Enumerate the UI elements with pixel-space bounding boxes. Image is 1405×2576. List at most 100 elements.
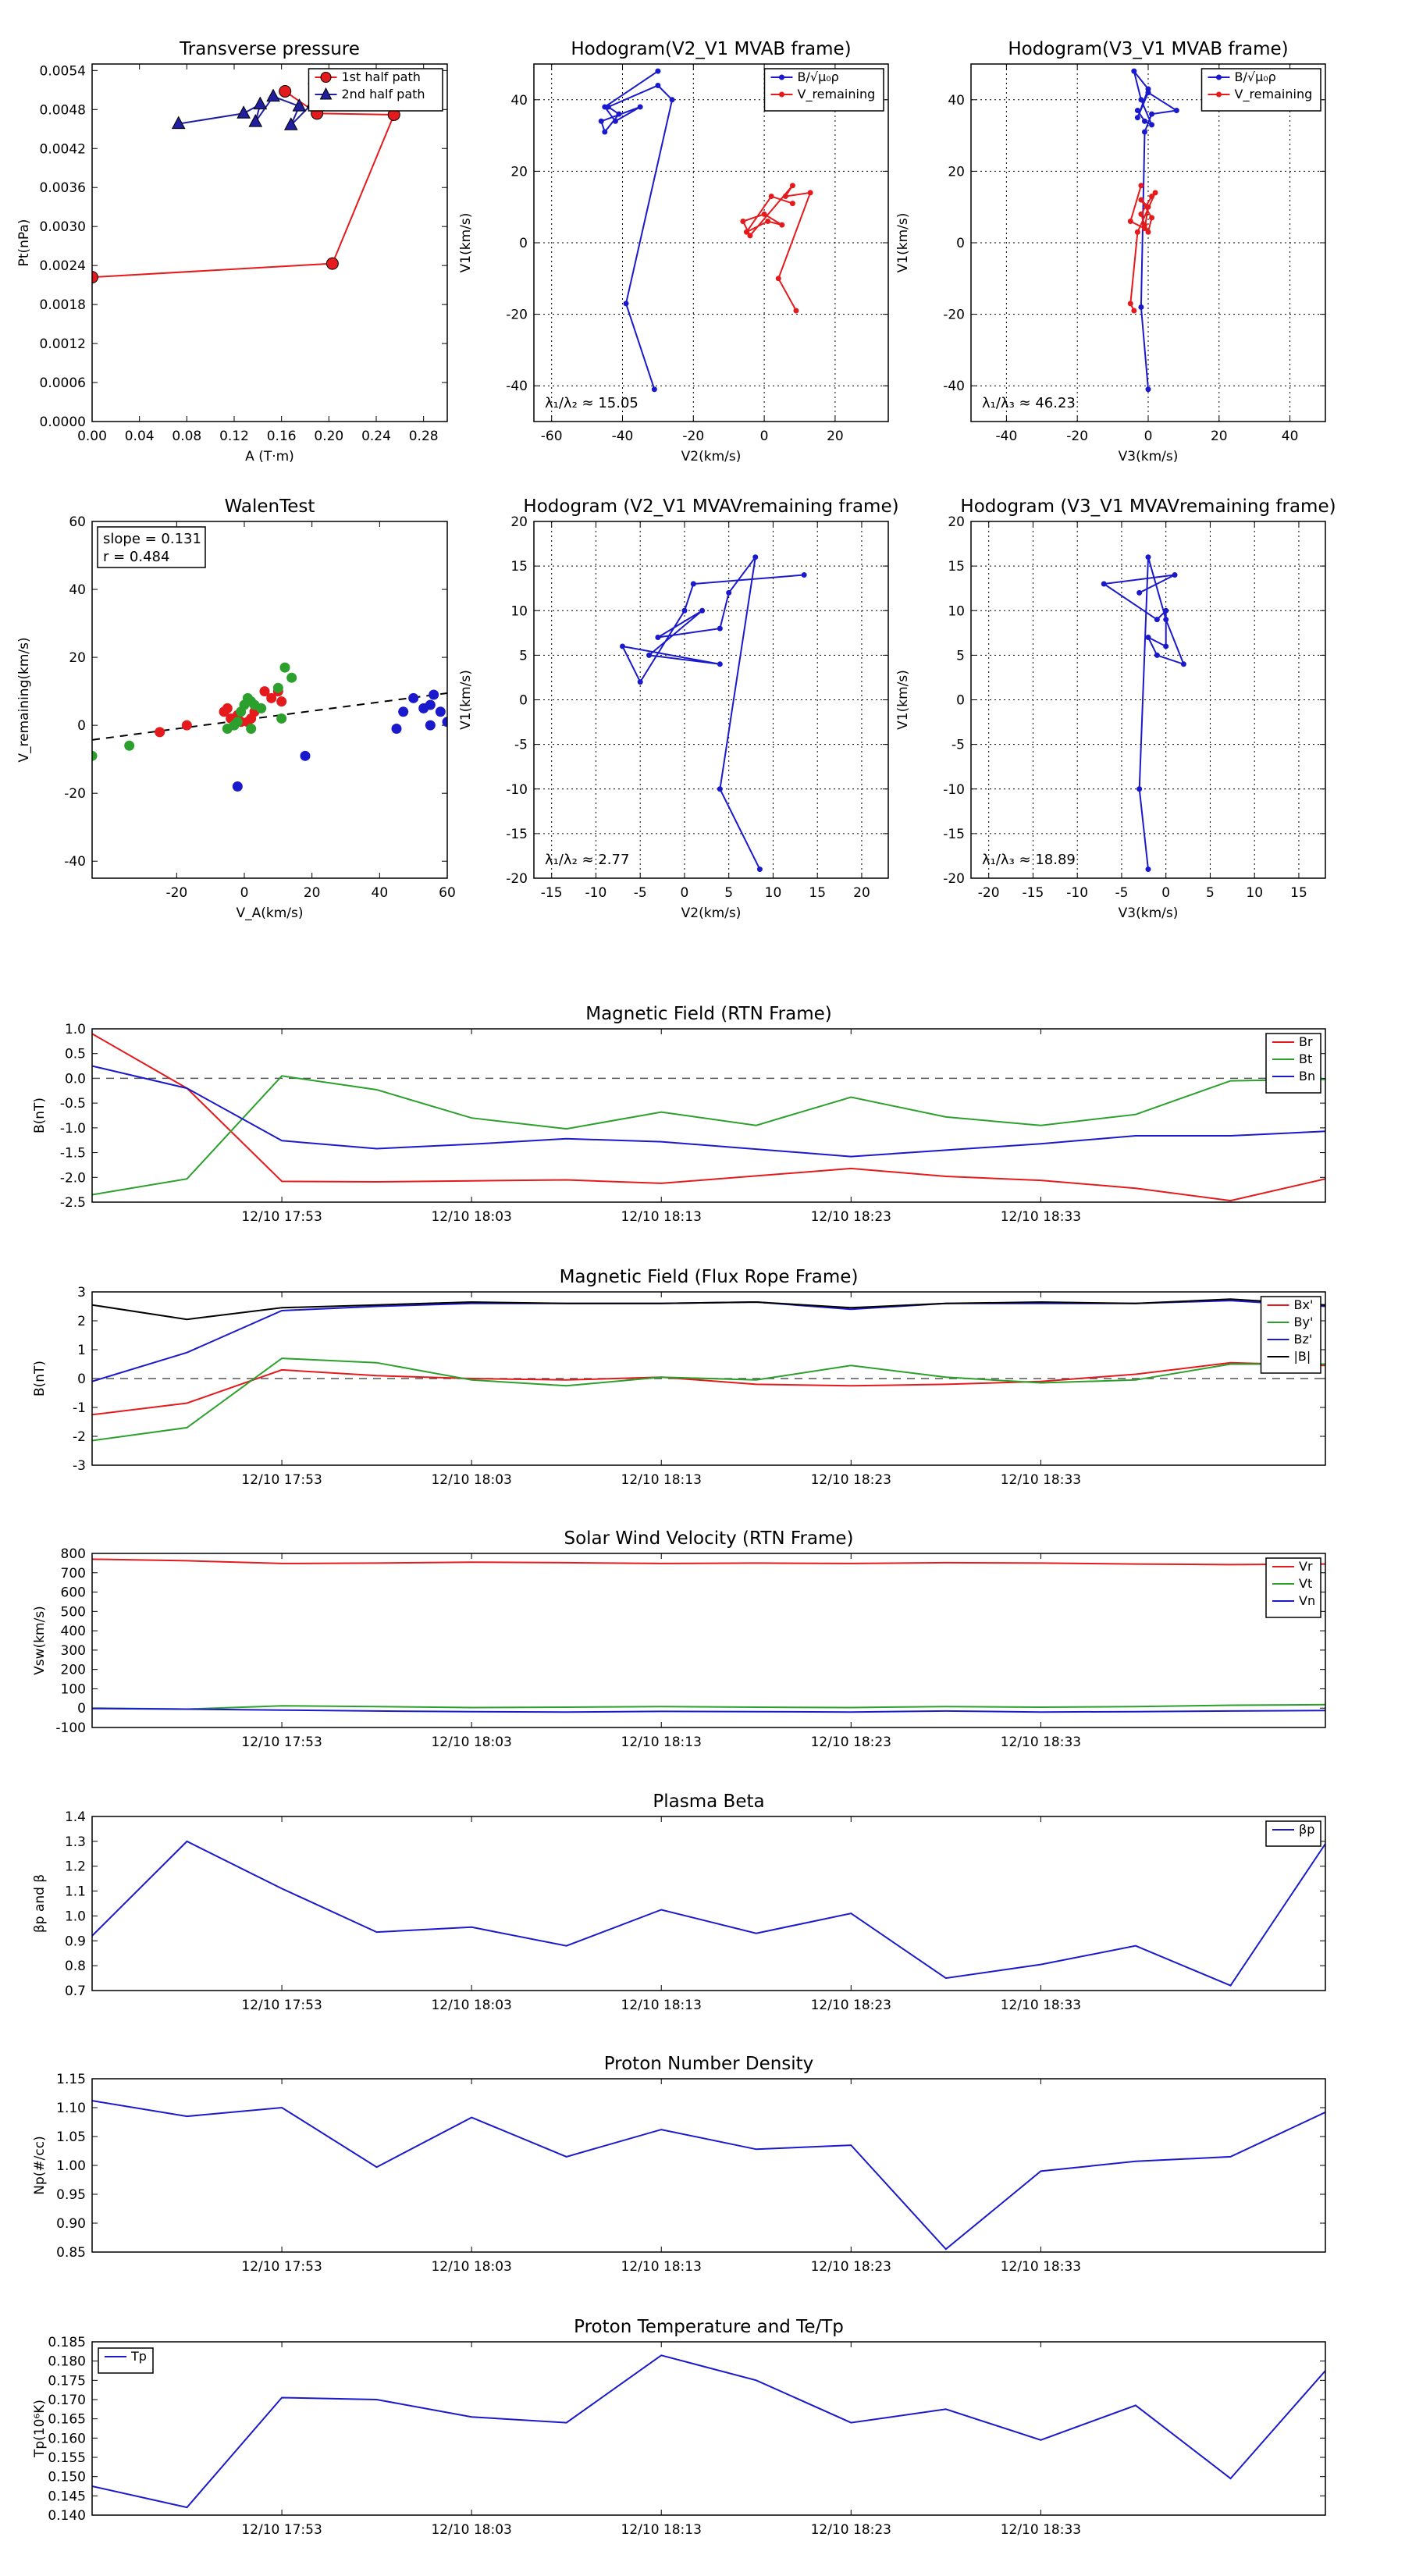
- data-point: [279, 84, 292, 98]
- legend: B/√μ₀ρ V_remaining: [1200, 68, 1321, 112]
- data-point: [429, 689, 439, 700]
- y-tick-label: 0: [956, 236, 965, 251]
- legend-label: B/√μ₀ρ: [798, 69, 839, 84]
- y-axis-label: V_remaining(km/s): [16, 637, 32, 762]
- y-tick-label: 0.7: [65, 1984, 86, 1999]
- y-tick-label: -1.5: [60, 1146, 86, 1162]
- y-tick-label: 0.0036: [40, 180, 86, 196]
- data-point: [598, 118, 604, 124]
- data-point: [1163, 607, 1169, 614]
- data-point: [1127, 301, 1133, 307]
- y-tick-label: 0.9: [65, 1934, 86, 1949]
- data-point: [669, 97, 675, 103]
- data-point: [1163, 643, 1169, 649]
- y-tick-label: 0.0000: [40, 415, 86, 430]
- y-tick-label: 0.8: [65, 1959, 86, 1974]
- data-point: [756, 866, 763, 873]
- data-point: [1131, 68, 1137, 74]
- x-tick-label: -10: [585, 885, 607, 901]
- series-line-By': [92, 1357, 1325, 1442]
- data-point: [717, 661, 723, 667]
- x-axis-label: V3(km/s): [1119, 449, 1179, 464]
- data-point: [155, 727, 165, 738]
- data-point: [398, 706, 409, 717]
- data-point: [1136, 786, 1143, 792]
- annotation-box: [97, 526, 206, 568]
- y-tick-label: 0: [77, 718, 86, 734]
- legend-label: Vr: [1299, 1559, 1313, 1574]
- y-tick-label: 0.160: [48, 2431, 86, 2446]
- data-point: [222, 703, 233, 713]
- legend: 1st half path 2nd half path: [308, 68, 443, 112]
- legend-box: [763, 68, 884, 112]
- data-point: [747, 233, 753, 239]
- data-point: [761, 211, 767, 217]
- chart-title: Magnetic Field (RTN Frame): [585, 1004, 832, 1024]
- series-line-Tp: [92, 2354, 1325, 2509]
- y-tick-label: 500: [61, 1604, 86, 1620]
- x-tick-label: 0.28: [409, 429, 439, 444]
- annotation-text: slope = 0.131: [103, 531, 201, 547]
- x-tick-label: 12/10 18:13: [621, 2259, 702, 2275]
- data-point: [807, 190, 813, 196]
- data-point: [1145, 554, 1151, 560]
- y-tick-label: 1.00: [56, 2158, 86, 2174]
- x-tick-label: 12/10 18:33: [1001, 1472, 1081, 1488]
- data-point: [246, 723, 257, 734]
- data-point: [1138, 197, 1144, 203]
- data-point: [266, 88, 280, 102]
- data-point: [248, 114, 263, 127]
- x-tick-label: 20: [1211, 429, 1228, 444]
- series-group: [1127, 68, 1179, 393]
- x-tick-label: 12/10 18:03: [431, 2522, 511, 2538]
- y-tick-label: 0.95: [56, 2187, 86, 2203]
- x-tick-label: -5: [634, 885, 647, 901]
- y-tick-label: 10: [510, 603, 528, 619]
- data-point: [124, 740, 135, 751]
- data-point: [253, 96, 268, 110]
- x-tick-label: 0: [760, 429, 769, 444]
- series-line-Vr: [92, 1558, 1325, 1566]
- series-line-Vn: [92, 1707, 1325, 1713]
- y-tick-label: 0.0006: [40, 375, 86, 391]
- x-tick-label: 0.12: [219, 429, 249, 444]
- y-tick-label: 0.90: [56, 2216, 86, 2232]
- data-point: [425, 699, 436, 710]
- data-point: [717, 786, 723, 792]
- data-point: [276, 713, 287, 724]
- y-tick-label: 20: [510, 514, 528, 530]
- y-tick-label: 20: [69, 650, 86, 666]
- y-tick-label: 1.4: [65, 1809, 86, 1825]
- y-tick-label: 1.15: [56, 2072, 86, 2087]
- y-tick-label: -20: [506, 308, 528, 323]
- x-tick-label: 12/10 18:13: [621, 1735, 702, 1750]
- x-tick-label: -5: [1115, 885, 1128, 901]
- annotation-text: λ₁/λ₂ ≈ 15.05: [545, 395, 638, 411]
- data-point: [637, 104, 643, 110]
- x-tick-label: 10: [765, 885, 782, 901]
- data-point: [602, 129, 608, 135]
- data-point: [789, 201, 795, 207]
- data-point: [92, 271, 98, 284]
- data-point: [1134, 229, 1140, 235]
- y-tick-label: 0.0042: [40, 141, 86, 157]
- x-tick-label: -60: [541, 429, 563, 444]
- x-tick-label: -15: [1023, 885, 1044, 901]
- data-point: [325, 257, 339, 270]
- chart-ts6: 0.140 0.145 0.150 0.155 0.160 0.165 0.170 0.175…: [32, 2317, 1326, 2538]
- fit-line: [92, 692, 447, 741]
- data-point: [279, 662, 290, 673]
- data-point: [1138, 183, 1144, 189]
- y-tick-label: -2: [73, 1429, 86, 1445]
- x-tick-label: 12/10 18:03: [431, 1998, 511, 2013]
- y-tick-label: 400: [61, 1624, 86, 1639]
- data-point: [1149, 111, 1155, 117]
- data-point: [232, 781, 243, 792]
- data-point: [171, 116, 186, 130]
- series-group: [620, 554, 807, 873]
- x-tick-label: 40: [372, 885, 389, 901]
- legend-label: Bx': [1294, 1297, 1314, 1312]
- y-tick-label: -40: [64, 854, 86, 870]
